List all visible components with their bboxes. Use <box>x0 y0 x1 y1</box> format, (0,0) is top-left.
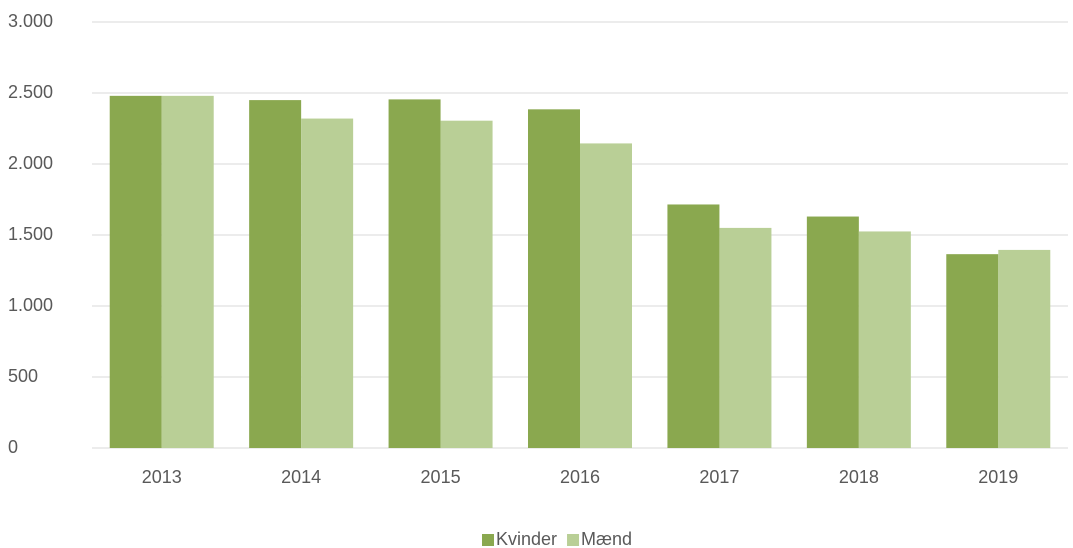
bar <box>719 227 772 448</box>
bar <box>109 95 162 448</box>
y-tick-label: 500 <box>8 366 38 386</box>
bar <box>249 100 302 448</box>
y-tick-label: 3.000 <box>8 11 53 31</box>
x-tick-label: 2014 <box>281 467 321 487</box>
y-tick-label: 2.500 <box>8 82 53 102</box>
legend-swatch <box>482 534 494 546</box>
bar <box>440 120 493 448</box>
legend-label: Mænd <box>581 529 632 548</box>
bar <box>301 118 354 448</box>
y-tick-label: 0 <box>8 437 18 457</box>
bar <box>528 109 580 448</box>
bar <box>161 95 214 448</box>
y-tick-label: 2.000 <box>8 153 53 173</box>
x-tick-label: 2016 <box>560 467 600 487</box>
bar <box>667 204 720 448</box>
bar <box>580 143 632 448</box>
bar <box>388 99 441 448</box>
bar <box>946 254 999 448</box>
x-tick-label: 2017 <box>699 467 739 487</box>
legend-swatch <box>567 534 580 546</box>
x-tick-label: 2019 <box>978 467 1018 487</box>
bar <box>998 249 1051 448</box>
y-tick-label: 1.000 <box>8 295 53 315</box>
legend-label: Kvinder <box>496 529 557 548</box>
bar <box>858 231 911 448</box>
y-tick-label: 1.500 <box>8 224 53 244</box>
bar <box>806 216 859 448</box>
x-tick-label: 2018 <box>839 467 879 487</box>
x-tick-label: 2013 <box>142 467 182 487</box>
x-tick-label: 2015 <box>421 467 461 487</box>
